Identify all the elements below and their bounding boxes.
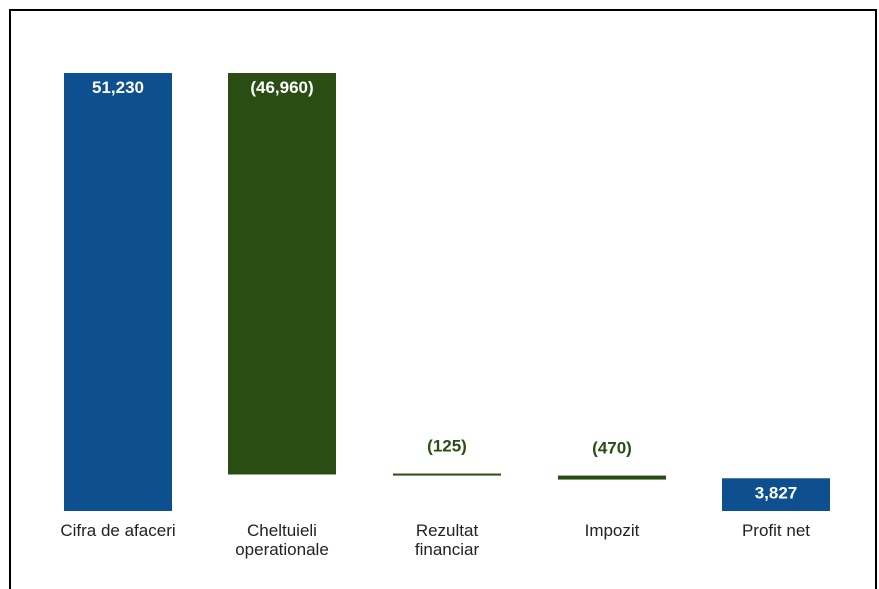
bar-1 (64, 73, 172, 511)
bar-value-label-4: (470) (592, 439, 632, 458)
bar-value-label-1: 51,230 (92, 78, 144, 97)
bar-3 (393, 473, 501, 476)
category-label-3: Rezultat financiar (415, 521, 480, 559)
bar-5 (722, 478, 830, 511)
chart-frame (9, 9, 877, 589)
bar-value-label-3: (125) (427, 437, 467, 456)
bar-2 (228, 73, 336, 475)
category-label-1: Cifra de afaceri (60, 521, 175, 540)
bar-4 (558, 475, 666, 480)
bar-value-label-2: (46,960) (250, 78, 313, 97)
bar-value-label-5: 3,827 (755, 483, 798, 502)
category-label-2: Cheltuieli operationale (235, 521, 329, 559)
category-label-5: Profit net (742, 521, 810, 540)
category-label-4: Impozit (585, 521, 640, 540)
